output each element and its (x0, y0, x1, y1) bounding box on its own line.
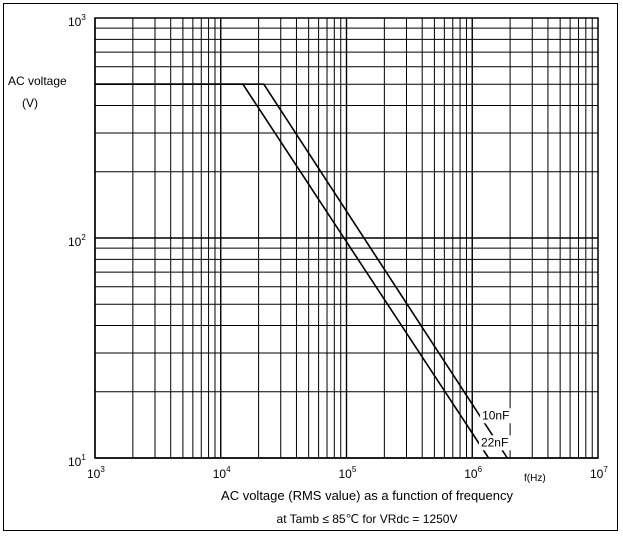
y-tick-labels: 101 102 103 (68, 13, 86, 469)
y-axis-unit: (V) (22, 96, 38, 110)
x-tick-exponent: 7 (603, 465, 608, 474)
x-tick-label: 103 (87, 465, 105, 481)
y-tick-label: 102 (68, 233, 86, 249)
y-tick-exponent: 1 (81, 453, 86, 462)
y-axis-label: AC voltage (8, 74, 67, 88)
x-axis-label: f(Hz) (524, 473, 546, 484)
x-tick-exponent: 3 (100, 465, 105, 474)
plot-border (94, 17, 599, 459)
series-line-10nF (95, 83, 508, 459)
x-tick-exponent: 4 (226, 465, 231, 474)
series-label-22nF: 22nF (481, 435, 508, 449)
x-tick-label: 105 (339, 465, 357, 481)
series-label-bg (480, 408, 519, 424)
x-tick-label: 106 (464, 465, 482, 481)
x-tick-exponent: 5 (352, 465, 357, 474)
caption-line-1: AC voltage (RMS value) as a function of … (221, 488, 513, 503)
y-tick-label: 101 (68, 453, 86, 469)
x-tick-label: 104 (213, 465, 231, 481)
series-label-10nF: 10nF (482, 408, 509, 422)
y-tick-exponent: 2 (81, 233, 86, 242)
series-labels: 10nF 22nF (478, 408, 519, 451)
y-tick-label: 103 (68, 13, 86, 29)
caption-line-2: at Tamb ≤ 85℃ for VRdc = 1250V (277, 512, 458, 526)
x-tick-exponent: 6 (478, 465, 483, 474)
x-tick-label: 107 (590, 465, 608, 481)
series-label-bg (478, 435, 517, 451)
series-line-22nF (95, 83, 490, 459)
series-lines (95, 83, 508, 459)
y-tick-exponent: 3 (81, 13, 86, 22)
